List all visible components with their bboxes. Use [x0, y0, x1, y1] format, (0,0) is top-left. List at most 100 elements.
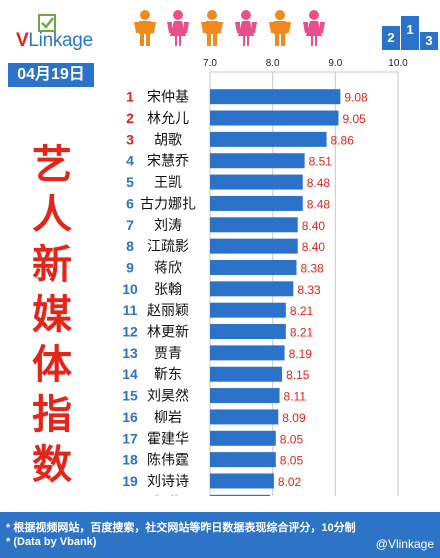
bar: [210, 345, 285, 361]
man-figure-icon: [134, 10, 156, 46]
value-label: 8.19: [289, 347, 313, 361]
woman-figure-icon: [167, 10, 189, 46]
value-label: 8.05: [280, 432, 304, 446]
value-label: 8.48: [307, 176, 331, 190]
bar: [210, 409, 279, 425]
man-figure-icon: [201, 10, 223, 46]
rank-label: 14: [122, 366, 138, 382]
rank-label: 3: [126, 131, 134, 147]
rank-label: 11: [123, 302, 138, 318]
bar: [210, 259, 297, 275]
title-char: 数: [32, 441, 72, 488]
title-char: 指: [32, 391, 72, 438]
value-label: 8.33: [297, 283, 321, 297]
footer-credit: @Vlinkage: [375, 537, 434, 551]
value-label: 8.05: [280, 454, 304, 468]
people-figures: [134, 10, 325, 46]
bar: [210, 366, 283, 382]
bar: [210, 153, 305, 169]
bar: [210, 324, 286, 340]
title-char: 新: [32, 241, 72, 288]
title-char: 体: [32, 341, 72, 388]
woman-figure-icon: [303, 10, 325, 46]
value-label: 8.51: [309, 155, 333, 169]
name-label: 杨紫: [154, 495, 182, 496]
name-label: 刘涛: [154, 218, 182, 234]
value-label: 8.40: [302, 219, 326, 233]
rank-label: 10: [122, 281, 138, 297]
rank-label: 13: [122, 345, 138, 361]
value-label: 8.86: [331, 133, 355, 147]
rank-label: 2: [126, 110, 134, 126]
bar: [210, 89, 341, 105]
chart-title: 艺 人 新 媒 体 指 数: [30, 140, 74, 490]
rank-label: 15: [122, 388, 138, 404]
bar: [210, 494, 271, 496]
tick-label: 7.0: [203, 58, 217, 69]
podium-digit-3: 3: [425, 33, 432, 48]
footer-note-method: * 根据视频网站，百度搜索，社交网站等昨日数据表现综合评分，10分制: [6, 522, 356, 534]
bar: [210, 452, 276, 468]
bar: [210, 281, 294, 297]
bar: [210, 238, 298, 254]
name-label: 王凯: [154, 175, 182, 191]
title-char: 艺: [32, 141, 72, 188]
name-label: 刘诗诗: [147, 474, 189, 490]
value-label: 8.48: [307, 197, 331, 211]
rank-label: 8: [126, 238, 134, 254]
name-label: 江疏影: [147, 239, 189, 255]
brand-name: VLinkage: [16, 30, 93, 52]
woman-figure-icon: [235, 10, 257, 46]
bar: [210, 302, 286, 318]
man-figure-icon: [269, 10, 291, 46]
value-label: 8.38: [300, 261, 324, 275]
name-label: 贾青: [154, 346, 182, 362]
name-label: 赵丽颖: [147, 303, 189, 319]
name-label: 林更新: [147, 325, 189, 341]
date-badge: 04月19日: [8, 63, 94, 87]
rank-label: 5: [126, 174, 134, 190]
name-label: 古力娜扎: [140, 196, 196, 212]
value-label: 9.05: [342, 112, 366, 126]
podium-digit-1: 1: [406, 22, 413, 37]
name-label: 陈伟霆: [147, 452, 189, 469]
value-label: 8.15: [286, 368, 310, 382]
rank-label: 19: [122, 473, 138, 489]
rank-label: 7: [126, 217, 134, 233]
bar-chart: 7.0 8.0 9.0 10.0 1 宋仲基 9.08 2 林允儿 9.05 3 胡歌 8.86 4 宋慧乔…: [122, 58, 408, 496]
name-label: 柳岩: [154, 409, 182, 426]
name-label: 宋慧乔: [147, 154, 189, 170]
podium-icon: 2 1 3: [382, 16, 438, 50]
bar: [210, 388, 280, 404]
podium-digit-2: 2: [387, 30, 394, 45]
bar: [210, 131, 327, 147]
vlinkage-logo: VLinkage: [8, 14, 128, 54]
name-label: 霍建华: [147, 431, 189, 447]
title-char: 人: [32, 191, 72, 238]
value-label: 8.21: [290, 304, 314, 318]
rank-label: 17: [122, 430, 138, 446]
name-label: 靳东: [154, 367, 182, 383]
name-label: 林允儿: [147, 111, 189, 127]
tick-label: 9.0: [328, 58, 342, 69]
value-label: 8.11: [284, 390, 307, 404]
value-label: 8.02: [278, 475, 302, 489]
name-label: 蒋欣: [154, 260, 182, 276]
bar: [210, 473, 274, 489]
bar: [210, 430, 276, 446]
rank-label: 20: [122, 494, 138, 496]
bar: [210, 195, 303, 211]
footer: * 根据视频网站，百度搜索，社交网站等昨日数据表现综合评分，10分制 * (Da…: [0, 512, 440, 558]
bar: [210, 217, 298, 233]
rank-label: 9: [126, 259, 134, 275]
value-label: 8.40: [302, 240, 326, 254]
bar: [210, 110, 339, 126]
title-char: 媒: [32, 291, 72, 338]
rank-label: 1: [126, 89, 134, 105]
value-label: 8.09: [282, 411, 306, 425]
rank-label: 18: [122, 452, 138, 468]
value-label: 8.21: [290, 326, 314, 340]
rank-label: 16: [122, 409, 138, 425]
name-label: 宋仲基: [147, 89, 189, 106]
